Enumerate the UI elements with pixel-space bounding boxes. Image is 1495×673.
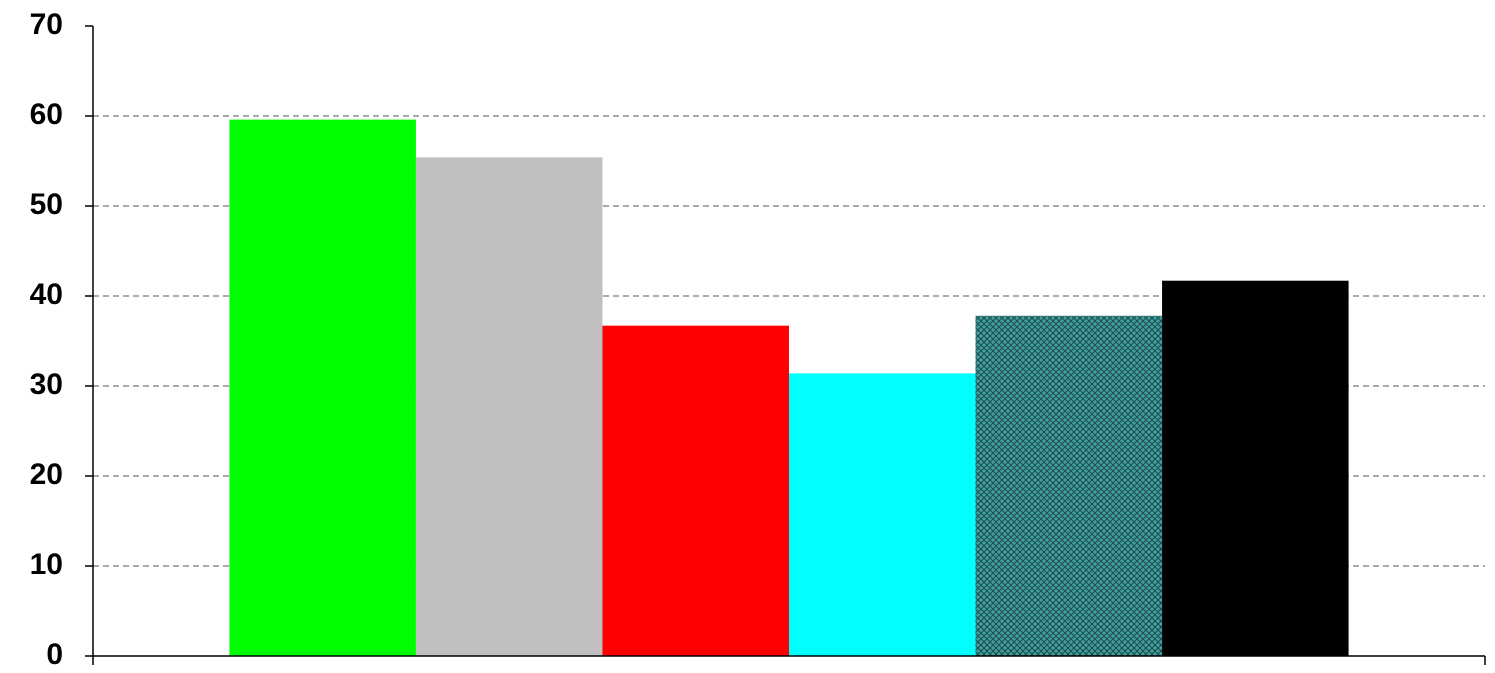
y-tick-label: 30	[30, 368, 63, 401]
bar	[415, 157, 603, 656]
y-tick-label: 40	[30, 278, 63, 311]
bar	[1162, 280, 1349, 656]
y-tick-label: 70	[30, 8, 63, 41]
bar	[975, 315, 1163, 656]
bar	[789, 373, 976, 656]
y-tick-label: 20	[30, 458, 63, 491]
y-tick-label: 50	[30, 188, 63, 221]
y-tick-label: 10	[30, 548, 63, 581]
bar	[229, 119, 416, 657]
bar	[602, 325, 789, 656]
y-tick-label: 0	[46, 638, 63, 671]
y-tick-label: 60	[30, 98, 63, 131]
